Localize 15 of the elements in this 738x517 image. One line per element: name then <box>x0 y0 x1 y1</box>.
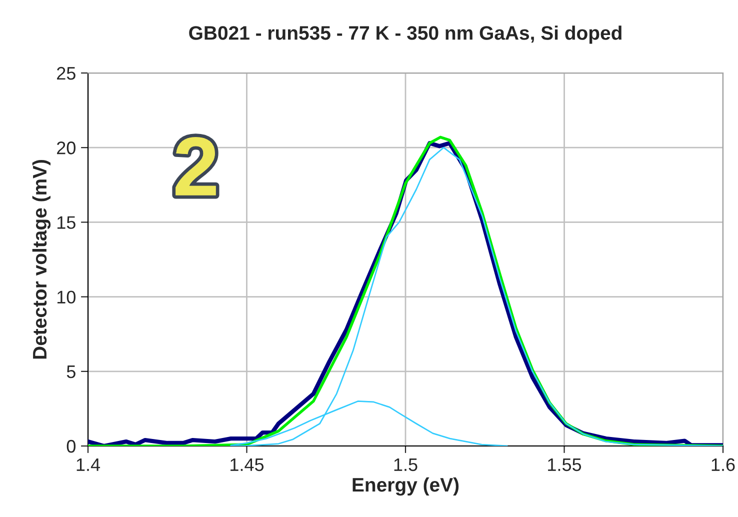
x-tick-label: 1.4 <box>76 458 100 471</box>
y-tick-label: 10 <box>57 290 76 304</box>
x-tick-label: 1.5 <box>394 458 418 472</box>
y-tick-label: 5 <box>66 366 76 378</box>
x-tick-label: 1.55 <box>548 458 582 472</box>
x-tick-label: 1.6 <box>712 458 735 472</box>
x-tick-label: 1.45 <box>230 458 264 472</box>
annotation: 2 <box>176 137 216 196</box>
y-tick-label: 15 <box>57 216 76 229</box>
x-axis-title: Energy (eV) <box>352 477 459 496</box>
y-tick-label: 25 <box>57 66 76 80</box>
y-tick-label: 0 <box>66 440 76 453</box>
chart-title: GB021 - run535 - 77 K - 350 nm GaAs, Si doped <box>189 26 622 44</box>
y-axis-title: Detector voltage (mV) <box>32 160 51 359</box>
y-tick-label: 20 <box>57 142 76 154</box>
